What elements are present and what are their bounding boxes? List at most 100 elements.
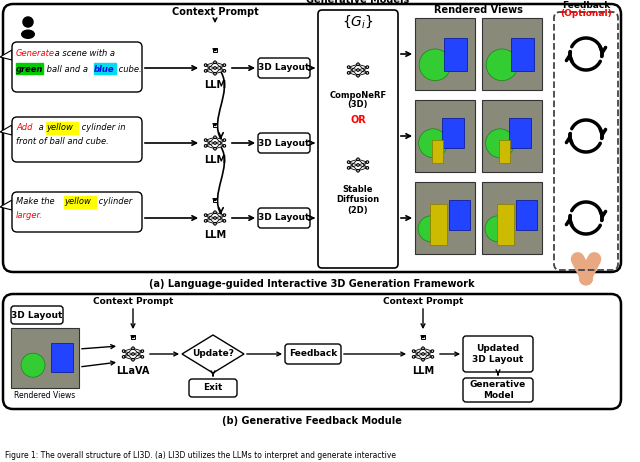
Text: Context Prompt: Context Prompt xyxy=(383,298,463,306)
Text: front of ball and cube.: front of ball and cube. xyxy=(16,136,109,146)
Circle shape xyxy=(366,66,369,68)
Circle shape xyxy=(419,49,451,81)
Text: 3D Layout: 3D Layout xyxy=(259,63,310,73)
FancyBboxPatch shape xyxy=(189,379,237,397)
FancyBboxPatch shape xyxy=(12,42,142,92)
Text: Add: Add xyxy=(16,123,33,133)
Text: cylinder in: cylinder in xyxy=(79,123,125,133)
Bar xyxy=(482,18,542,90)
Bar xyxy=(482,100,542,172)
Ellipse shape xyxy=(22,30,35,38)
Text: Generate: Generate xyxy=(16,49,55,57)
Circle shape xyxy=(412,350,415,353)
Text: LLM: LLM xyxy=(204,80,226,90)
Text: yellow: yellow xyxy=(46,123,73,133)
Text: Generative Models: Generative Models xyxy=(307,0,410,5)
Text: yellow: yellow xyxy=(64,197,91,207)
Circle shape xyxy=(223,214,226,216)
Polygon shape xyxy=(0,125,12,135)
Circle shape xyxy=(214,217,216,219)
Circle shape xyxy=(141,356,143,358)
Text: LLM: LLM xyxy=(412,366,434,376)
Text: Make the: Make the xyxy=(16,197,57,207)
Text: Update?: Update? xyxy=(192,349,234,359)
Bar xyxy=(212,123,218,127)
Bar xyxy=(11,328,79,388)
Text: Stable: Stable xyxy=(343,186,373,195)
Circle shape xyxy=(223,64,226,67)
Text: Exit: Exit xyxy=(204,383,223,393)
Circle shape xyxy=(214,147,216,150)
FancyBboxPatch shape xyxy=(463,378,533,402)
Bar xyxy=(415,18,475,90)
FancyBboxPatch shape xyxy=(318,10,398,268)
Circle shape xyxy=(122,350,125,353)
Circle shape xyxy=(418,216,444,242)
Bar xyxy=(442,118,463,148)
Circle shape xyxy=(486,129,515,158)
Circle shape xyxy=(431,356,434,358)
Polygon shape xyxy=(0,50,12,60)
Bar xyxy=(46,122,78,134)
Text: (b) Generative Feedback Module: (b) Generative Feedback Module xyxy=(222,416,402,426)
Circle shape xyxy=(214,211,216,213)
Circle shape xyxy=(141,350,143,353)
Text: blue: blue xyxy=(94,65,115,73)
Text: (3D): (3D) xyxy=(348,101,368,109)
Circle shape xyxy=(214,223,216,225)
Bar xyxy=(131,335,136,339)
Circle shape xyxy=(356,69,359,71)
FancyBboxPatch shape xyxy=(258,133,310,153)
Circle shape xyxy=(204,139,207,141)
Circle shape xyxy=(422,359,424,361)
Polygon shape xyxy=(182,335,244,373)
Text: 3D Layout: 3D Layout xyxy=(259,213,310,223)
Circle shape xyxy=(348,167,350,169)
Circle shape xyxy=(348,66,350,68)
Circle shape xyxy=(132,359,134,361)
Text: Generative
Model: Generative Model xyxy=(470,380,526,400)
Text: LLM: LLM xyxy=(204,230,226,240)
FancyBboxPatch shape xyxy=(285,344,341,364)
Bar xyxy=(64,196,96,208)
Text: (a) Language-guided Interactive 3D Generation Framework: (a) Language-guided Interactive 3D Gener… xyxy=(149,279,475,289)
Text: ball and a: ball and a xyxy=(44,65,91,73)
FancyBboxPatch shape xyxy=(463,336,533,372)
Text: (Optional): (Optional) xyxy=(560,10,612,18)
Circle shape xyxy=(223,219,226,222)
FancyArrowPatch shape xyxy=(578,259,595,278)
Circle shape xyxy=(122,356,125,358)
Circle shape xyxy=(486,49,518,81)
Text: Generative: Generative xyxy=(558,0,614,2)
Text: Context Prompt: Context Prompt xyxy=(172,7,259,17)
Circle shape xyxy=(132,353,134,355)
Text: Figure 1: The overall structure of LI3D. (a) LI3D utilizes the LLMs to interpret: Figure 1: The overall structure of LI3D.… xyxy=(5,450,396,460)
FancyBboxPatch shape xyxy=(258,208,310,228)
Circle shape xyxy=(214,136,216,139)
Circle shape xyxy=(348,161,350,164)
Text: larger.: larger. xyxy=(16,211,43,219)
Bar xyxy=(212,198,218,202)
Bar xyxy=(516,200,537,230)
Text: Updated
3D Layout: Updated 3D Layout xyxy=(472,344,524,364)
Circle shape xyxy=(23,17,33,27)
FancyBboxPatch shape xyxy=(3,294,621,409)
Circle shape xyxy=(214,73,216,75)
Bar xyxy=(430,204,447,245)
Circle shape xyxy=(485,216,511,242)
Circle shape xyxy=(214,142,216,144)
Circle shape xyxy=(422,336,424,338)
Circle shape xyxy=(223,70,226,72)
Circle shape xyxy=(214,124,216,126)
FancyBboxPatch shape xyxy=(12,192,142,232)
Circle shape xyxy=(356,170,359,172)
Text: green: green xyxy=(16,65,44,73)
Bar xyxy=(420,335,426,339)
Circle shape xyxy=(204,219,207,222)
Circle shape xyxy=(204,145,207,147)
FancyBboxPatch shape xyxy=(11,306,63,324)
Circle shape xyxy=(356,164,359,166)
Circle shape xyxy=(204,70,207,72)
Text: LLM: LLM xyxy=(204,155,226,165)
Circle shape xyxy=(422,347,424,350)
